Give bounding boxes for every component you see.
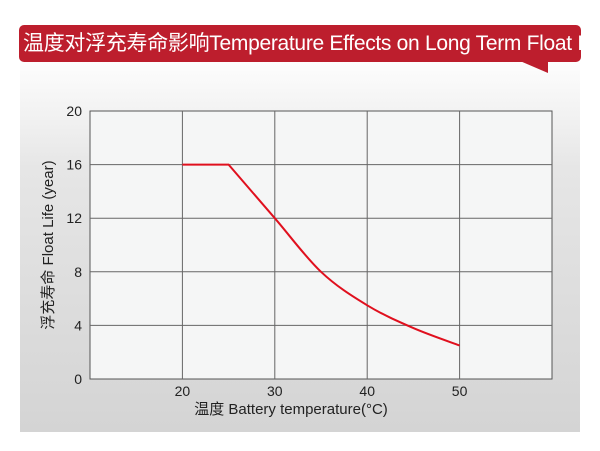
series-line (182, 163, 460, 347)
y-tick-label: 4 (74, 317, 82, 333)
title-banner: 温度对浮充寿命影响Temperature Effects on Long Ter… (19, 25, 581, 62)
x-tick-label: 50 (452, 383, 468, 399)
x-tick-label: 30 (267, 383, 283, 399)
banner-tail (520, 61, 548, 73)
y-tick-label: 8 (74, 264, 82, 280)
y-tick-label: 0 (74, 371, 82, 387)
x-tick-label: 20 (175, 383, 191, 399)
x-axis-label: 温度 Battery temperature(°C) (194, 401, 388, 418)
plot-area (89, 110, 553, 380)
y-tick-label: 12 (66, 210, 82, 226)
y-tick-label: 20 (66, 103, 82, 119)
y-axis-label: 浮充寿命 Float Life (year) (39, 160, 57, 329)
x-tick-label: 40 (359, 383, 375, 399)
y-tick-label: 16 (66, 157, 82, 173)
